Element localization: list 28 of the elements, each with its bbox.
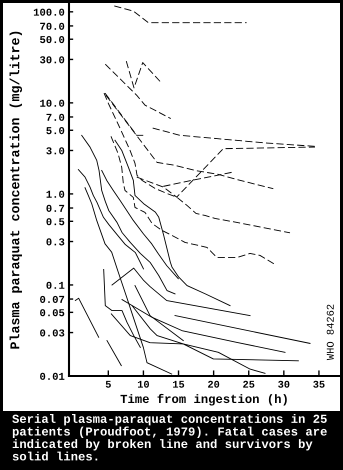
text: Serial plasma-paraquat concentrations in 25 patients (Proudfoot, 1979). Fatal cases are indicated by broken line and survivors by solid lines. (12, 414, 327, 461)
y-tick-label: 100.0 (34, 8, 64, 16)
x-tick-label: 5 (106, 380, 111, 388)
y-tick-label: 10.0 (40, 100, 64, 107)
y-tick-label: 0.3 (46, 238, 64, 246)
x-tick-label: 25 (243, 380, 254, 388)
x-tick-label: 35 (313, 380, 325, 388)
y-tick-label: 30.0 (40, 56, 64, 64)
y-tick-label: 70.0 (40, 22, 64, 30)
y-tick-label: 0.03 (40, 329, 64, 337)
y-tick-label: 3.0 (46, 147, 64, 154)
y-tick-label: 0.1 (46, 282, 64, 289)
y-axis-title: Plasma paraquat concentration (mg/litre) (10, 32, 22, 349)
y-tick-label: 0.05 (40, 309, 64, 316)
y-tick-label: 0.7 (46, 204, 64, 212)
y-tick-label: 7.0 (46, 114, 64, 121)
y-tick-label: 0.5 (46, 218, 64, 226)
y-tick-label: 1.0 (46, 190, 64, 198)
y-tick-label: 50.0 (40, 36, 64, 44)
x-tick-label: 15 (173, 380, 184, 388)
y-tick-label: 0.07 (40, 296, 64, 303)
x-axis-title: Time from ingestion (h) (120, 394, 287, 406)
x-tick-label: 30 (278, 380, 290, 388)
y-tick-label: 0.01 (40, 372, 64, 380)
annotation: WHO 84262 (326, 304, 334, 360)
y-tick-label: 5.0 (46, 127, 64, 134)
x-tick-label: 20 (208, 380, 220, 388)
x-tick-label: 10 (138, 380, 149, 388)
